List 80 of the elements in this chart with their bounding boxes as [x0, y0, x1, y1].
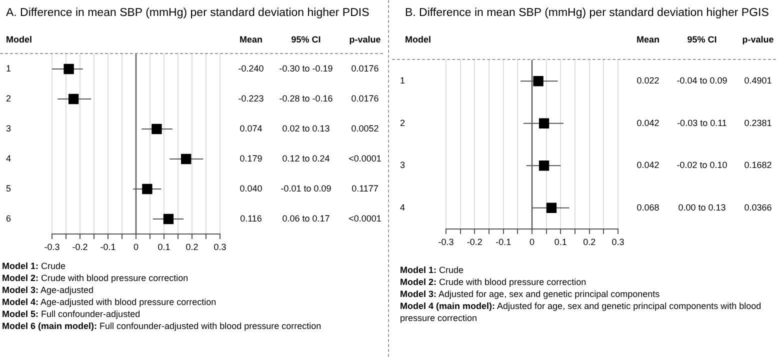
text: Model 4 (main model): Adjusted for age, sex and genetic principal components with blood pressure correction [400, 301, 762, 323]
text: <0.0001 [348, 213, 382, 224]
text: -0.30 to -0.19 [279, 63, 333, 74]
text: 0.12 to 0.24 [282, 153, 330, 164]
text: -0.28 to -0.16 [279, 93, 333, 104]
text: 0.1682 [744, 160, 772, 170]
text: 0.0052 [351, 123, 379, 134]
data-label: 0.042 [636, 118, 660, 128]
text: p-value [349, 34, 381, 44]
point [64, 64, 74, 74]
chart-title: B. Difference in mean SBP (mmHg) per standard deviation higher PGIS [405, 7, 770, 20]
x-tick-label: -0.3 [44, 242, 60, 252]
x-tick-label: 0 [133, 242, 139, 252]
text: -0.02 to 0.10 [676, 160, 728, 170]
text: 0.2381 [744, 118, 772, 128]
x-tick-label: -0.1 [496, 236, 512, 247]
y-tick-label: 1 [400, 76, 406, 86]
text: Model 5: Full confounder-adjusted [2, 308, 142, 320]
y-tick-label: 6 [6, 213, 12, 224]
text: Model 1: Crude [400, 264, 465, 276]
data-label: 0.074 [240, 123, 262, 134]
point [152, 124, 162, 134]
y-tick-label: 1 [6, 63, 12, 74]
text: 0.4901 [744, 76, 772, 86]
text: 0.06 to 0.17 [282, 213, 330, 224]
x-tick-label: 0.1 [158, 242, 170, 252]
chart-title: A. Difference in mean SBP (mmHg) per standard deviation higher PDIS [6, 7, 370, 20]
text: Mean [636, 34, 660, 44]
y-tick-label: 4 [400, 202, 406, 212]
text: Mean [239, 34, 263, 44]
data-label: 0.042 [636, 160, 660, 170]
data-label: -0.240 [238, 63, 264, 74]
x-tick-label: -0.3 [438, 236, 454, 247]
data-label: 0.179 [240, 153, 262, 164]
y-tick-label: 4 [6, 153, 12, 164]
text: 0.0176 [351, 63, 379, 74]
text: Model 2: Crude with blood pressure correction [400, 276, 588, 288]
data-label: -0.223 [238, 93, 264, 104]
x-tick-label: -0.2 [72, 242, 88, 252]
text: 0.00 to 0.13 [678, 202, 726, 212]
text: <0.0001 [348, 153, 382, 164]
text: Model 4: Age-adjusted with blood pressure correction [2, 296, 218, 308]
text: -0.01 to 0.09 [280, 183, 332, 194]
text: -0.04 to 0.09 [676, 76, 728, 86]
x-tick-label: 0.1 [554, 236, 567, 247]
text: Model [405, 34, 431, 44]
text: 0.1177 [352, 183, 378, 194]
text: 0.02 to 0.13 [282, 123, 330, 134]
text: 0.0176 [351, 93, 379, 104]
x-tick-label: 0.3 [214, 242, 226, 252]
text: Model 6 (main model): Full confounder-adjusted with blood pressure correction [2, 320, 322, 332]
x-tick-label: -0.1 [100, 242, 116, 252]
x-tick-label: 0.2 [186, 242, 198, 252]
text: Model 1: Crude [2, 260, 67, 272]
y-tick-label: 5 [6, 183, 12, 194]
x-tick-label: 0.3 [612, 236, 624, 247]
text: Model 3: Adjusted for age, sex and genetic principal components [400, 288, 661, 300]
x-tick-label: 0.2 [583, 236, 596, 247]
y-tick-label: 2 [6, 93, 12, 104]
y-tick-label: 2 [400, 118, 406, 128]
text: Model [6, 34, 32, 44]
text: p-value [742, 34, 774, 44]
y-tick-label: 3 [400, 160, 406, 170]
data-label: 0.040 [240, 183, 262, 194]
text: Model 2: Crude with blood pressure correction [2, 272, 190, 284]
point [68, 94, 79, 104]
data-label: 0.068 [636, 202, 660, 212]
text: 95% CI [687, 34, 717, 44]
text: 0.0366 [744, 202, 772, 212]
point [142, 184, 152, 194]
text: Model 3: Age-adjusted [2, 284, 95, 296]
data-label: 0.116 [240, 213, 262, 224]
point [181, 154, 192, 164]
text: -0.03 to 0.11 [677, 118, 727, 128]
point [163, 214, 174, 224]
text: 95% CI [291, 34, 321, 44]
x-tick-label: -0.2 [466, 236, 482, 247]
data-label: 0.022 [636, 76, 660, 86]
x-tick-label: 0 [529, 236, 535, 247]
y-tick-label: 3 [6, 123, 12, 134]
